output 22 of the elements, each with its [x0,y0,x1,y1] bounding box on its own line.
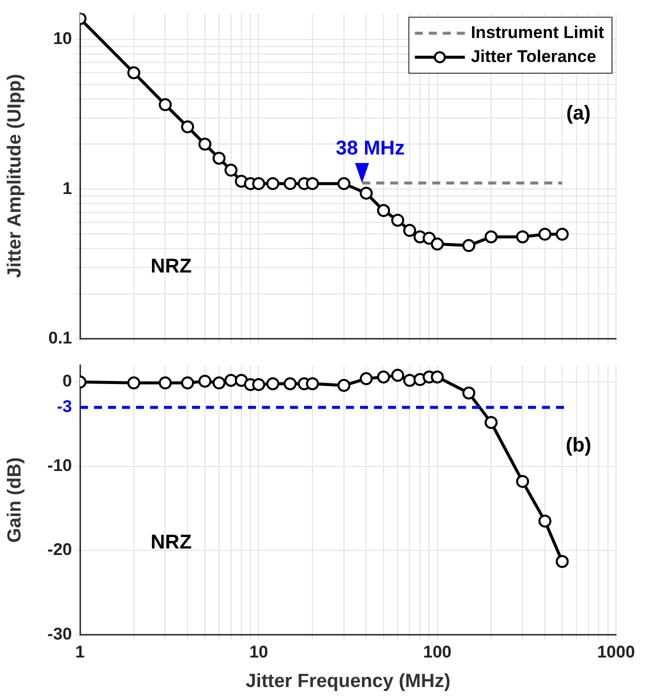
x-tick-label: 1000 [597,642,635,662]
annotation: (b) [566,434,592,457]
x-tick-label: 10 [249,642,268,662]
y-tick-label: -30 [47,624,72,644]
y-axis-title: Gain (dB) [4,457,26,543]
annotation: NRZ [150,532,192,554]
y-tick-label: 0 [62,372,72,391]
x-axis-title: Jitter Frequency (MHz) [246,670,450,692]
annotation: 38 MHz [336,137,405,160]
ref-line-label: -3 [56,397,72,416]
legend-label: Jitter Tolerance [470,46,596,66]
y-tick-label: 10 [53,29,72,48]
y-tick-label: 0.1 [48,328,72,348]
annotation: (a) [566,102,591,125]
legend-label: Instrument Limit [470,22,604,42]
y-tick-label: -10 [47,456,72,475]
annotation: NRZ [150,256,192,278]
y-tick-label: -20 [47,540,72,560]
x-tick-label: 100 [423,642,452,662]
x-tick-label: 1 [75,642,85,662]
y-tick-label: 1 [62,178,72,198]
y-axis-title: Jitter Amplitude (UIpp) [4,74,26,278]
